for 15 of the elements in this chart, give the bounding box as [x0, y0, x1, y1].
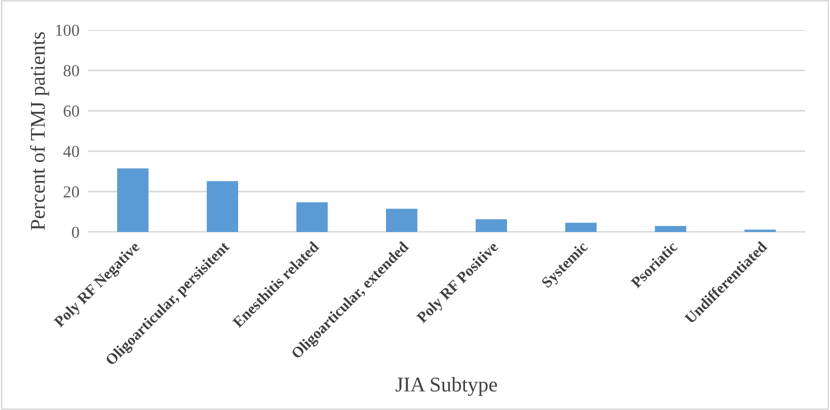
x-axis-title: JIA Subtype [396, 376, 497, 396]
y-tick-label: 100 [56, 24, 80, 36]
bar [296, 202, 328, 232]
bar [206, 181, 238, 232]
bar [565, 222, 597, 232]
y-tick-label: 40 [63, 146, 80, 158]
bar [386, 208, 418, 232]
y-tick-label: 60 [64, 106, 80, 117]
y-axis-title: Percent of TMJ patients [30, 32, 50, 230]
bar [654, 226, 686, 232]
bar [476, 219, 507, 232]
y-tick-label: 20 [64, 186, 80, 198]
y-tick-label: 80 [64, 65, 80, 76]
y-tick-label: 0 [72, 226, 80, 238]
bar [117, 168, 148, 232]
